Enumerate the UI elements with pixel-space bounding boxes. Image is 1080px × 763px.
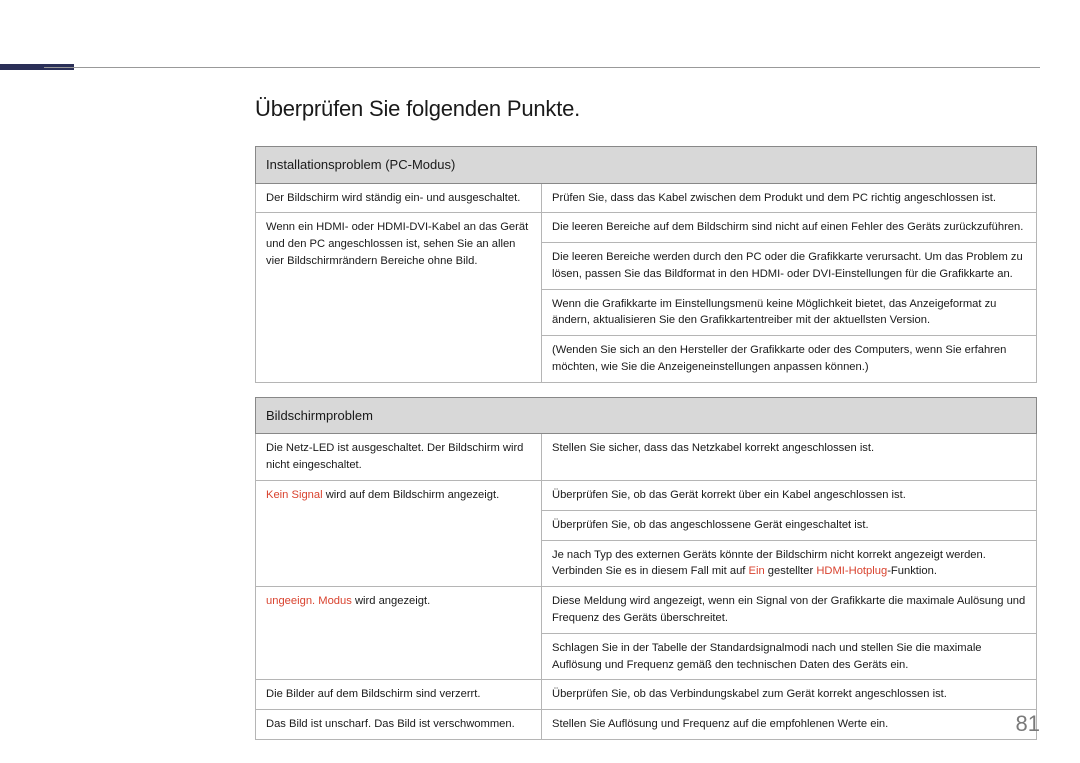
text-red: Kein Signal [266,489,323,501]
cell-solution: Stellen Sie sicher, dass das Netzkabel k… [542,434,1037,481]
table-row: Die Bilder auf dem Bildschirm sind verze… [256,680,1037,710]
cell-solution: Überprüfen Sie, ob das Gerät korrekt übe… [542,480,1037,510]
top-rule [44,67,1040,68]
cell-solution: Überprüfen Sie, ob das angeschlossene Ge… [542,510,1037,540]
cell-solution: Die leeren Bereiche auf dem Bildschirm s… [542,213,1037,243]
text-red: Ein [749,565,765,577]
cell-solution: (Wenden Sie sich an den Hersteller der G… [542,336,1037,383]
table-row: Kein Signal wird auf dem Bildschirm ange… [256,480,1037,510]
table-screen: Bildschirmproblem Die Netz-LED ist ausge… [255,397,1037,740]
cell-issue: Die Netz-LED ist ausgeschaltet. Der Bild… [256,434,542,481]
cell-solution: Stellen Sie Auflösung und Frequenz auf d… [542,710,1037,740]
cell-issue: Wenn ein HDMI- oder HDMI-DVI-Kabel an da… [256,213,542,383]
cell-issue: Die Bilder auf dem Bildschirm sind verze… [256,680,542,710]
table-row: Die Netz-LED ist ausgeschaltet. Der Bild… [256,434,1037,481]
table-row: Wenn ein HDMI- oder HDMI-DVI-Kabel an da… [256,213,1037,243]
text-red: HDMI-Hotplug [816,565,887,577]
table-row: ungeeign. Modus wird angezeigt. Diese Me… [256,587,1037,634]
cell-issue: Das Bild ist unscharf. Das Bild ist vers… [256,710,542,740]
table-row: Das Bild ist unscharf. Das Bild ist vers… [256,710,1037,740]
cell-solution: Die leeren Bereiche werden durch den PC … [542,243,1037,290]
cell-issue: Kein Signal wird auf dem Bildschirm ange… [256,480,542,586]
cell-solution: Schlagen Sie in der Tabelle der Standard… [542,633,1037,680]
text: wird angezeigt. [352,595,430,607]
page-title: Überprüfen Sie folgenden Punkte. [255,96,1037,122]
cell-issue: Der Bildschirm wird ständig ein- und aus… [256,183,542,213]
text: wird auf dem Bildschirm angezeigt. [323,489,500,501]
cell-solution: Diese Meldung wird angezeigt, wenn ein S… [542,587,1037,634]
cell-solution: Prüfen Sie, dass das Kabel zwischen dem … [542,183,1037,213]
cell-solution: Wenn die Grafikkarte im Einstellungsmenü… [542,289,1037,336]
table-header: Installationsproblem (PC-Modus) [256,147,1037,184]
table-row: Der Bildschirm wird ständig ein- und aus… [256,183,1037,213]
cell-issue: ungeeign. Modus wird angezeigt. [256,587,542,680]
page-number: 81 [1016,711,1040,737]
table-installation: Installationsproblem (PC-Modus) Der Bild… [255,146,1037,383]
table-header: Bildschirmproblem [256,397,1037,434]
text: gestellter [765,565,817,577]
cell-solution: Je nach Typ des externen Geräts könnte d… [542,540,1037,587]
cell-solution: Überprüfen Sie, ob das Verbindungskabel … [542,680,1037,710]
text: -Funktion. [887,565,937,577]
text-red: ungeeign. Modus [266,595,352,607]
page-content: Überprüfen Sie folgenden Punkte. Install… [255,96,1037,740]
